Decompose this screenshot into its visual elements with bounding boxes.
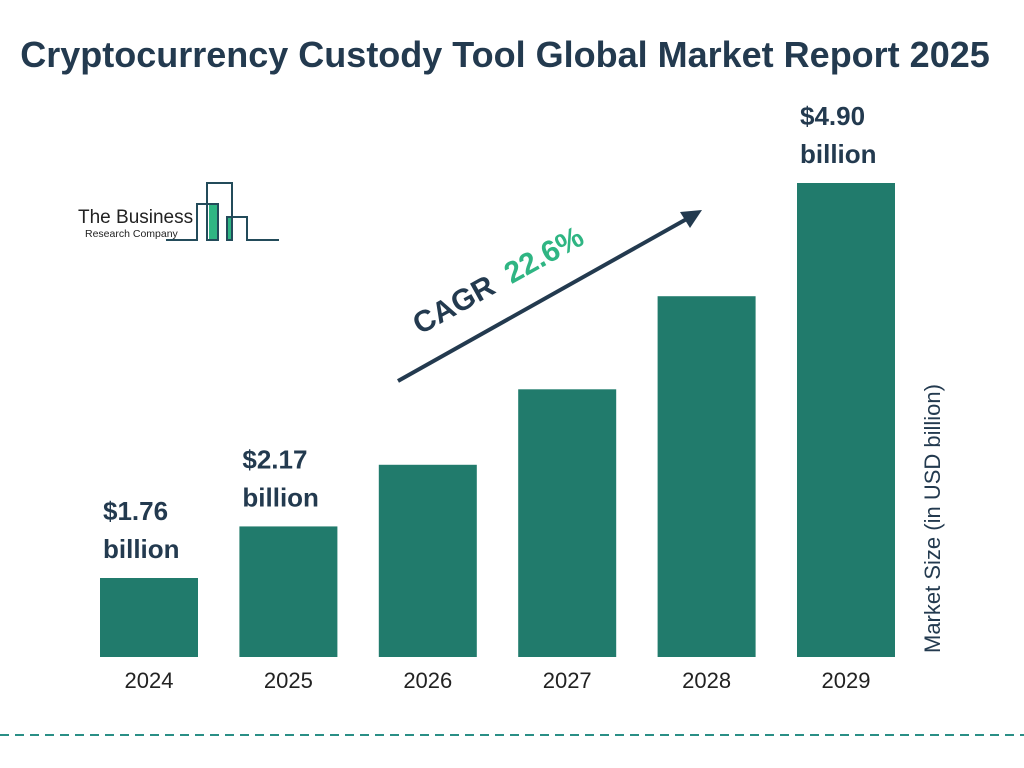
logo-line2: Research Company bbox=[85, 228, 179, 240]
data-label: billion bbox=[242, 482, 319, 512]
bar-2028 bbox=[657, 296, 756, 657]
x-tick-label: 2027 bbox=[543, 668, 592, 693]
data-label: billion bbox=[103, 534, 180, 564]
logo-bar bbox=[228, 217, 232, 240]
bar-2027 bbox=[518, 389, 617, 657]
x-tick-label: 2025 bbox=[264, 668, 313, 693]
x-tick-label: 2024 bbox=[125, 668, 174, 693]
y-axis-label: Market Size (in USD billion) bbox=[920, 384, 945, 653]
chart-title: Cryptocurrency Custody Tool Global Marke… bbox=[20, 34, 990, 75]
logo: The Business Research Company bbox=[78, 182, 279, 241]
bar-2024 bbox=[100, 578, 198, 657]
cagr-arrowhead bbox=[680, 210, 702, 228]
x-tick-label: 2028 bbox=[682, 668, 731, 693]
logo-line1: The Business bbox=[78, 207, 193, 228]
x-tick-label: 2026 bbox=[403, 668, 452, 693]
logo-bar bbox=[209, 204, 218, 240]
x-tick-label: 2029 bbox=[822, 668, 871, 693]
bar-2026 bbox=[378, 464, 477, 657]
data-label: $4.90 bbox=[800, 101, 865, 131]
logo-skyline bbox=[166, 182, 279, 241]
data-label: $1.76 bbox=[103, 496, 168, 526]
bar-2029 bbox=[797, 183, 895, 657]
cagr-arrow bbox=[397, 214, 693, 383]
data-label: $2.17 bbox=[242, 444, 307, 474]
data-label: billion bbox=[800, 139, 877, 169]
bar-2025 bbox=[239, 526, 338, 657]
